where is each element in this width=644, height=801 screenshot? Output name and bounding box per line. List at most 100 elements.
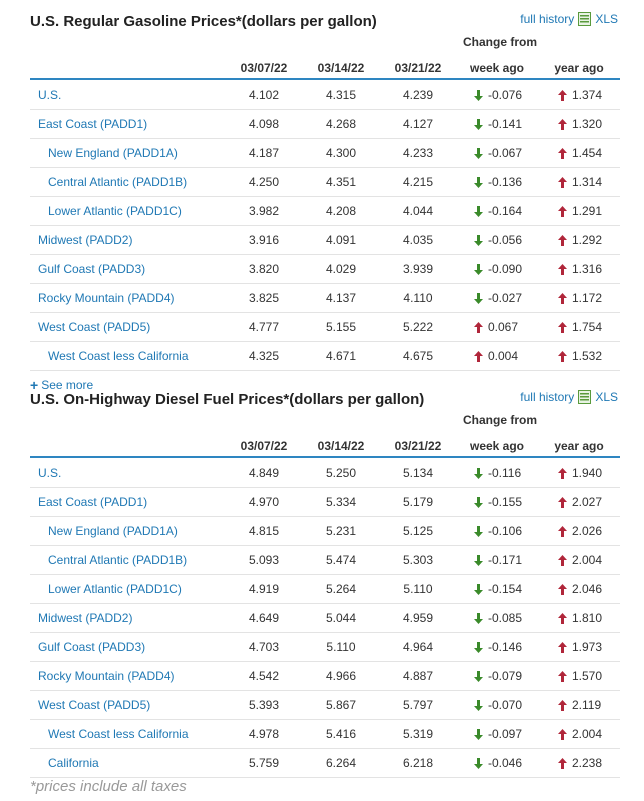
region-link[interactable]: Rocky Mountain (PADD4): [38, 291, 175, 305]
year-change: 1.570: [558, 669, 602, 683]
price-date-2: 5.044: [325, 611, 357, 625]
region-link[interactable]: Lower Atlantic (PADD1C): [48, 204, 182, 218]
see-more-link[interactable]: + See more: [30, 377, 93, 393]
week-change-value: 0.004: [488, 349, 519, 363]
arrow-down-icon: [474, 263, 483, 275]
spreadsheet-icon[interactable]: [578, 390, 592, 404]
arrow-up-icon: [558, 205, 567, 217]
diesel-full-history-link[interactable]: full history: [520, 390, 575, 404]
region-link[interactable]: Rocky Mountain (PADD4): [38, 669, 175, 683]
year-change-value: 1.532: [572, 349, 603, 363]
arrow-up-icon: [558, 728, 567, 740]
region-link[interactable]: Central Atlantic (PADD1B): [48, 553, 188, 567]
region-link[interactable]: East Coast (PADD1): [38, 117, 148, 131]
year-change: 1.374: [558, 88, 602, 102]
year-change: 2.026: [558, 524, 602, 538]
price-date-3: 4.127: [402, 117, 434, 131]
year-change-value: 1.454: [572, 146, 603, 160]
year-change: 2.046: [558, 582, 602, 596]
arrow-down-icon: [474, 525, 483, 537]
region-link[interactable]: West Coast (PADD5): [38, 320, 151, 334]
price-date-2: 5.264: [325, 582, 357, 596]
arrow-down-icon: [474, 147, 483, 159]
region-link[interactable]: West Coast less California: [48, 727, 189, 741]
price-date-1: 4.777: [248, 320, 280, 334]
week-change-value: -0.090: [488, 262, 523, 276]
year-change: 1.172: [558, 291, 602, 305]
region-link[interactable]: Central Atlantic (PADD1B): [48, 175, 188, 189]
region-link[interactable]: Lower Atlantic (PADD1C): [48, 582, 182, 596]
arrow-down-icon: [474, 699, 483, 711]
price-date-1: 4.098: [248, 117, 280, 131]
price-date-1: 4.849: [248, 466, 280, 480]
year-change: 1.291: [558, 204, 602, 218]
week-change-value: -0.116: [488, 466, 522, 480]
region-link[interactable]: East Coast (PADD1): [38, 495, 148, 509]
taxes-footnote: *prices include all taxes: [30, 778, 187, 795]
table-row: New England (PADD1A) 4.815 5.231 5.125 -0.10…: [30, 516, 620, 546]
region-link[interactable]: U.S.: [38, 466, 62, 480]
year-change-value: 1.292: [572, 233, 603, 247]
week-change-value: -0.154: [488, 582, 523, 596]
column-header-date-1: 03/07/22: [240, 61, 288, 75]
arrow-up-icon: [558, 525, 567, 537]
table-row: Midwest (PADD2) 4.649 5.044 4.959 -0.085 1.81…: [30, 603, 620, 633]
price-date-2: 5.334: [325, 495, 357, 509]
price-date-1: 3.825: [248, 291, 280, 305]
week-change: -0.136: [474, 175, 522, 189]
region-link[interactable]: West Coast less California: [48, 349, 189, 363]
year-change-value: 2.119: [572, 698, 602, 712]
week-change: -0.155: [474, 495, 522, 509]
region-link[interactable]: New England (PADD1A): [48, 146, 178, 160]
arrow-up-icon: [558, 147, 567, 159]
week-change: -0.076: [474, 88, 522, 102]
header-divider: [30, 78, 620, 80]
year-change-value: 1.940: [572, 466, 603, 480]
column-header-week-ago: week ago: [469, 61, 525, 75]
price-date-1: 4.542: [248, 669, 280, 683]
arrow-down-icon: [474, 728, 483, 740]
region-link[interactable]: U.S.: [38, 88, 62, 102]
week-change-value: -0.067: [488, 146, 523, 160]
price-date-1: 4.187: [248, 146, 280, 160]
region-link[interactable]: Midwest (PADD2): [38, 233, 133, 247]
arrow-down-icon: [474, 205, 483, 217]
spreadsheet-icon[interactable]: [578, 12, 592, 26]
region-link[interactable]: California: [48, 756, 99, 770]
price-date-1: 4.102: [248, 88, 280, 102]
week-change-value: -0.085: [488, 611, 523, 625]
table-row: West Coast (PADD5) 4.777 5.155 5.222 0.067 1.…: [30, 312, 620, 342]
column-header-date-3: 03/21/22: [394, 61, 442, 75]
arrow-up-icon: [558, 292, 567, 304]
diesel-xls-link[interactable]: XLS: [595, 390, 618, 404]
region-link[interactable]: West Coast (PADD5): [38, 698, 151, 712]
price-date-2: 4.208: [325, 204, 357, 218]
region-link[interactable]: New England (PADD1A): [48, 524, 178, 538]
price-date-1: 4.703: [248, 640, 280, 654]
year-change-value: 2.026: [572, 524, 603, 538]
region-link[interactable]: Gulf Coast (PADD3): [38, 262, 146, 276]
gasoline-full-history-link[interactable]: full history: [520, 12, 575, 26]
arrow-up-icon: [558, 583, 567, 595]
week-change: -0.046: [474, 756, 522, 770]
price-date-3: 4.233: [402, 146, 434, 160]
price-date-3: 3.939: [402, 262, 434, 276]
region-link[interactable]: Gulf Coast (PADD3): [38, 640, 146, 654]
region-link[interactable]: Midwest (PADD2): [38, 611, 133, 625]
price-date-1: 4.919: [248, 582, 280, 596]
gasoline-xls-link[interactable]: XLS: [595, 12, 618, 26]
arrow-up-icon: [558, 496, 567, 508]
year-change: 1.292: [558, 233, 602, 247]
table-row: California 5.759 6.264 6.218 -0.046 2.238: [30, 748, 620, 778]
price-date-1: 5.759: [248, 756, 280, 770]
table-row: West Coast less California 4.978 5.416 5.31…: [30, 719, 620, 749]
week-change: 0.004: [474, 349, 518, 363]
week-change-value: -0.056: [488, 233, 523, 247]
week-change-value: -0.070: [488, 698, 523, 712]
year-change: 1.810: [558, 611, 602, 625]
price-date-2: 5.474: [325, 553, 357, 567]
plus-icon: +: [30, 377, 39, 393]
change-from-header: Change from: [462, 35, 537, 49]
arrow-up-icon: [558, 612, 567, 624]
year-change: 1.316: [558, 262, 602, 276]
